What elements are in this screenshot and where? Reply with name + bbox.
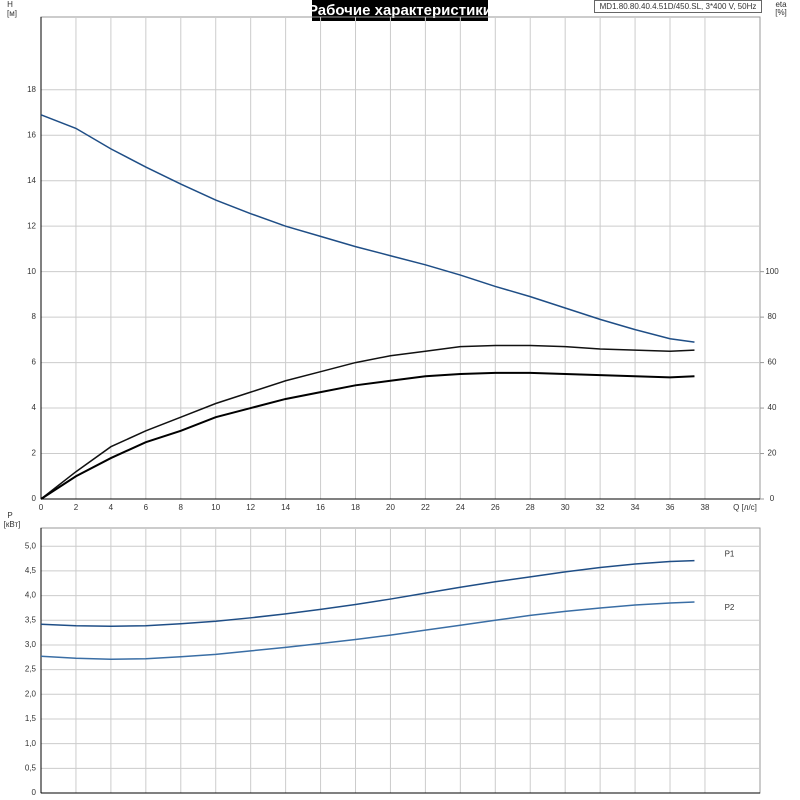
x-tick-label: 2 [74, 503, 79, 512]
x-tick-label: 14 [281, 503, 290, 512]
y-tick-label: 2,0 [25, 689, 37, 698]
x-tick-label: 30 [561, 503, 570, 512]
y-tick-label: 16 [27, 130, 36, 139]
x-tick-label: 6 [144, 503, 149, 512]
y-tick-label: 4 [32, 403, 37, 412]
model-label: MD1.80.80.40.4.51D/450.SL, 3*400 V, 50Hz [600, 2, 757, 11]
y2-tick-label: 0 [770, 494, 775, 503]
y-tick-label: 18 [27, 85, 36, 94]
x-tick-label: 4 [109, 503, 114, 512]
plot-frame [40, 527, 761, 794]
y2-tick-label: 100 [765, 267, 779, 276]
y-tick-label: 6 [32, 358, 37, 367]
y2-axis-unit: [%] [775, 8, 787, 17]
series-line [40, 344, 695, 500]
y-tick-label: 2,5 [25, 665, 37, 674]
y2-tick-label: 20 [768, 449, 777, 458]
y2-tick-label: 40 [768, 403, 777, 412]
y-tick-label: 2 [32, 449, 37, 458]
x-tick-label: 34 [631, 503, 640, 512]
y-tick-label: 4,0 [25, 591, 37, 600]
model-box [594, 0, 762, 13]
x-tick-label: 26 [491, 503, 500, 512]
y2-tick-label: 80 [768, 312, 777, 321]
y-tick-label: 8 [32, 312, 37, 321]
series-label: P1 [725, 550, 735, 559]
series-line [40, 371, 695, 500]
series-label: P2 [725, 603, 735, 612]
y-tick-label: 1,0 [25, 739, 37, 748]
y2-axis-label: eta [775, 0, 787, 9]
y-axis-label: H [7, 0, 13, 9]
x-tick-label: 10 [211, 503, 220, 512]
x-tick-label: 0 [39, 503, 44, 512]
y2-tick-label: 60 [768, 358, 777, 367]
y-tick-label: 3,0 [25, 640, 37, 649]
y-tick-label: 14 [27, 176, 36, 185]
y-axis-unit: [м] [7, 9, 17, 18]
y-tick-label: 0,5 [25, 763, 37, 772]
series-line [40, 559, 695, 627]
x-tick-label: 24 [456, 503, 465, 512]
x-tick-label: 18 [351, 503, 360, 512]
x-tick-label: 12 [246, 503, 255, 512]
y-tick-label: 10 [27, 267, 36, 276]
chart-title: Рабочие характеристики [308, 2, 492, 19]
x-tick-label: 28 [526, 503, 535, 512]
y-tick-label: 12 [27, 221, 36, 230]
y-tick-label: 3,5 [25, 615, 37, 624]
y-tick-label: 4,5 [25, 566, 37, 575]
y-axis-label: P [7, 511, 12, 520]
x-tick-label: 20 [386, 503, 395, 512]
y-tick-label: 0 [32, 494, 37, 503]
y-tick-label: 1,5 [25, 714, 37, 723]
x-tick-label: 22 [421, 503, 430, 512]
series-line [40, 114, 695, 343]
series-line [40, 601, 695, 661]
x-tick-label: 8 [179, 503, 184, 512]
y-axis-unit: [кВт] [4, 520, 21, 529]
y-tick-label: 5,0 [25, 541, 37, 550]
x-tick-label: 32 [596, 503, 605, 512]
x-tick-label: 36 [666, 503, 675, 512]
title-box [312, 0, 488, 21]
x-tick-label: 38 [701, 503, 710, 512]
x-axis-label: Q [л/с] [733, 503, 757, 512]
x-tick-label: 16 [316, 503, 325, 512]
y-tick-label: 0 [32, 788, 37, 797]
